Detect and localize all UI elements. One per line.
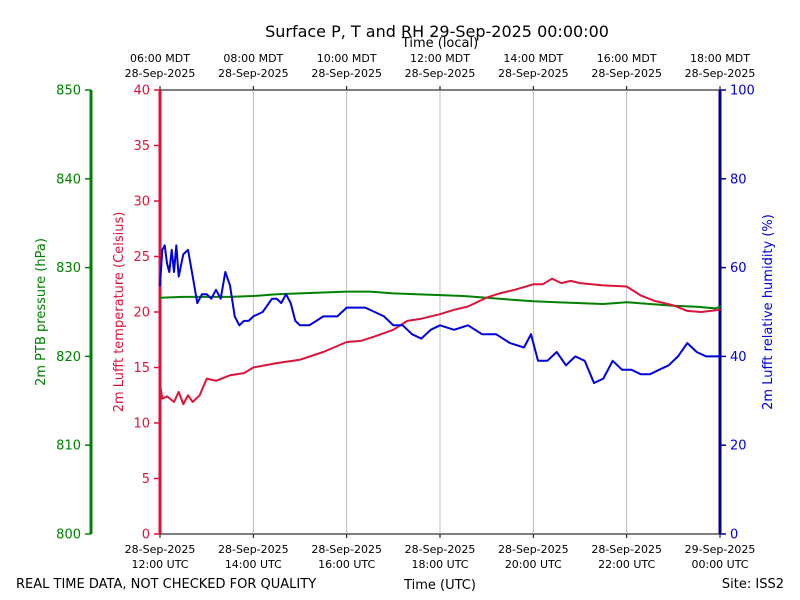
quality-disclaimer: REAL TIME DATA, NOT CHECKED FOR QUALITY bbox=[16, 577, 316, 592]
humidity-tick-label: 40 bbox=[730, 350, 747, 365]
temperature-tick-label: 0 bbox=[142, 528, 150, 543]
top-tick-time: 18:00 MDT bbox=[690, 52, 750, 65]
pressure-tick-label: 820 bbox=[56, 350, 81, 365]
humidity-tick-label: 20 bbox=[730, 439, 747, 454]
pressure-tick-label: 840 bbox=[56, 172, 81, 187]
bottom-tick-date: 28-Sep-2025 bbox=[591, 543, 662, 556]
pressure-axis-label: 2m PTB pressure (hPa) bbox=[34, 238, 49, 386]
temperature-tick-label: 35 bbox=[133, 139, 150, 154]
temperature-tick-label: 10 bbox=[133, 417, 150, 432]
bottom-tick-time: 18:00 UTC bbox=[411, 558, 468, 571]
bottom-tick-date: 28-Sep-2025 bbox=[125, 543, 196, 556]
top-tick-date: 28-Sep-2025 bbox=[685, 67, 756, 80]
pressure-series-line bbox=[159, 290, 721, 310]
humidity-tick-label: 100 bbox=[730, 84, 755, 99]
top-tick-date: 28-Sep-2025 bbox=[498, 67, 569, 80]
top-tick-time: 08:00 MDT bbox=[223, 52, 283, 65]
top-axis-label: Time (local) bbox=[401, 36, 478, 51]
top-tick-date: 28-Sep-2025 bbox=[591, 67, 662, 80]
pressure-axis: 800 810 820 830 840 850 bbox=[56, 84, 93, 543]
top-tick-date: 28-Sep-2025 bbox=[125, 67, 196, 80]
bottom-tick-time: 16:00 UTC bbox=[318, 558, 375, 571]
humidity-tick-label: 0 bbox=[730, 528, 738, 543]
bottom-tick-time: 22:00 UTC bbox=[598, 558, 655, 571]
bottom-time-axis: 28-Sep-2025 12:00 UTC 28-Sep-2025 14:00 UTC… bbox=[125, 534, 756, 571]
temperature-tick-label: 25 bbox=[133, 250, 150, 265]
temperature-tick-label: 40 bbox=[133, 84, 150, 99]
temperature-series-line bbox=[159, 277, 721, 406]
bottom-tick-date: 28-Sep-2025 bbox=[498, 543, 569, 556]
humidity-tick-label: 80 bbox=[730, 172, 747, 187]
temperature-tick-label: 30 bbox=[133, 195, 150, 210]
x-axis-label: Time (UTC) bbox=[403, 578, 476, 593]
bottom-tick-date: 28-Sep-2025 bbox=[311, 543, 382, 556]
pressure-tick-label: 830 bbox=[56, 261, 81, 276]
temperature-tick-label: 15 bbox=[133, 361, 150, 376]
pressure-tick-label: 850 bbox=[56, 84, 81, 99]
top-tick-time: 10:00 MDT bbox=[317, 52, 377, 65]
bottom-tick-time: 12:00 UTC bbox=[131, 558, 188, 571]
site-label: Site: ISS2 bbox=[722, 577, 784, 592]
top-tick-date: 28-Sep-2025 bbox=[405, 67, 476, 80]
temperature-axis: 0 5 10 15 20 25 30 35 40 bbox=[133, 84, 162, 543]
top-time-axis: 06:00 MDT 28-Sep-2025 08:00 MDT 28-Sep-2025… bbox=[125, 52, 756, 90]
top-tick-time: 16:00 MDT bbox=[597, 52, 657, 65]
top-tick-date: 28-Sep-2025 bbox=[311, 67, 382, 80]
chart-title: Surface P, T and RH 29-Sep-2025 00:00:00 bbox=[265, 22, 609, 41]
temperature-tick-label: 5 bbox=[142, 472, 150, 487]
bottom-tick-date: 28-Sep-2025 bbox=[218, 543, 289, 556]
series-lines bbox=[159, 244, 721, 406]
humidity-series-line bbox=[159, 244, 721, 384]
temperature-tick-label: 20 bbox=[133, 306, 150, 321]
top-tick-time: 12:00 MDT bbox=[410, 52, 470, 65]
temperature-axis-label: 2m Lufft temperature (Celsius) bbox=[112, 212, 127, 413]
top-tick-time: 14:00 MDT bbox=[503, 52, 563, 65]
pressure-tick-label: 810 bbox=[56, 439, 81, 454]
bottom-tick-date: 29-Sep-2025 bbox=[685, 543, 756, 556]
bottom-tick-time: 20:00 UTC bbox=[505, 558, 562, 571]
top-tick-time: 06:00 MDT bbox=[130, 52, 190, 65]
bottom-tick-date: 28-Sep-2025 bbox=[405, 543, 476, 556]
bottom-tick-time: 00:00 UTC bbox=[691, 558, 748, 571]
top-tick-date: 28-Sep-2025 bbox=[218, 67, 289, 80]
humidity-tick-label: 60 bbox=[730, 261, 747, 276]
humidity-axis: 0 20 40 60 80 100 bbox=[718, 84, 755, 543]
bottom-tick-time: 14:00 UTC bbox=[225, 558, 282, 571]
pressure-tick-label: 800 bbox=[56, 528, 81, 543]
humidity-axis-label: 2m Lufft relative humidity (%) bbox=[761, 214, 776, 410]
vertical-gridlines bbox=[252, 90, 628, 534]
